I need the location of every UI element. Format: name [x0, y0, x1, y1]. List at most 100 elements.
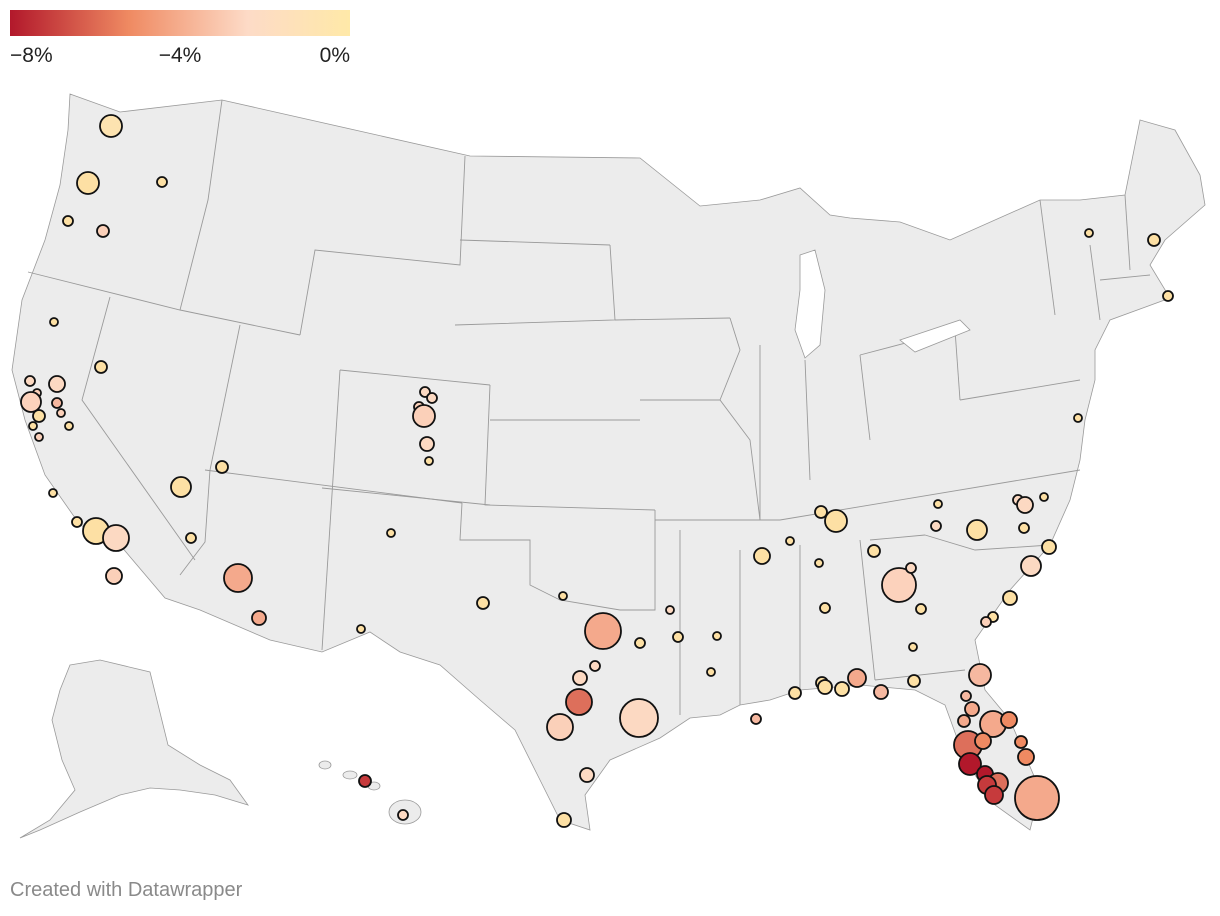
- city-marker[interactable]: [1084, 228, 1094, 238]
- city-marker[interactable]: [814, 505, 828, 519]
- city-marker[interactable]: [847, 668, 867, 688]
- city-marker[interactable]: [426, 392, 438, 404]
- city-marker[interactable]: [546, 713, 574, 741]
- city-marker[interactable]: [873, 684, 889, 700]
- city-marker[interactable]: [785, 536, 795, 546]
- state-borders: [27, 99, 1151, 715]
- city-marker[interactable]: [579, 767, 595, 783]
- city-marker[interactable]: [584, 612, 622, 650]
- city-marker[interactable]: [1014, 775, 1060, 821]
- city-marker[interactable]: [1018, 522, 1030, 534]
- city-marker[interactable]: [412, 404, 436, 428]
- city-marker[interactable]: [1073, 413, 1083, 423]
- city-marker[interactable]: [94, 360, 108, 374]
- city-marker[interactable]: [712, 631, 722, 641]
- city-marker[interactable]: [750, 713, 762, 725]
- contiguous-us-land: [11, 93, 1206, 831]
- city-marker[interactable]: [62, 215, 74, 227]
- city-marker[interactable]: [565, 688, 593, 716]
- city-marker[interactable]: [665, 605, 675, 615]
- city-marker[interactable]: [907, 674, 921, 688]
- city-marker[interactable]: [424, 456, 434, 466]
- city-marker[interactable]: [1017, 748, 1035, 766]
- city-marker[interactable]: [386, 528, 396, 538]
- legend-labels: −8% −4% 0%: [10, 41, 350, 69]
- city-marker[interactable]: [48, 488, 58, 498]
- city-marker[interactable]: [753, 547, 771, 565]
- credit-text: Created with Datawrapper: [10, 879, 243, 901]
- city-marker[interactable]: [96, 224, 110, 238]
- city-marker[interactable]: [706, 667, 716, 677]
- city-marker[interactable]: [572, 670, 588, 686]
- city-marker[interactable]: [619, 698, 659, 738]
- city-marker[interactable]: [223, 563, 253, 593]
- city-marker[interactable]: [156, 176, 168, 188]
- city-marker[interactable]: [76, 171, 100, 195]
- city-marker[interactable]: [476, 596, 490, 610]
- city-marker[interactable]: [966, 519, 988, 541]
- city-marker[interactable]: [32, 409, 46, 423]
- city-marker[interactable]: [817, 679, 833, 695]
- city-marker[interactable]: [1020, 555, 1042, 577]
- city-marker[interactable]: [105, 567, 123, 585]
- city-marker[interactable]: [558, 591, 568, 601]
- city-marker[interactable]: [48, 375, 66, 393]
- city-marker[interactable]: [56, 408, 66, 418]
- city-marker[interactable]: [957, 714, 971, 728]
- city-marker[interactable]: [930, 520, 942, 532]
- hawaii-islands: [318, 760, 422, 825]
- city-marker[interactable]: [788, 686, 802, 700]
- city-marker[interactable]: [49, 317, 59, 327]
- city-marker[interactable]: [824, 509, 848, 533]
- city-marker[interactable]: [20, 391, 42, 413]
- city-marker[interactable]: [1039, 492, 1049, 502]
- city-marker[interactable]: [1041, 539, 1057, 555]
- city-marker[interactable]: [102, 524, 130, 552]
- city-marker[interactable]: [814, 558, 824, 568]
- city-marker[interactable]: [397, 809, 409, 821]
- city-marker[interactable]: [980, 616, 992, 628]
- city-marker[interactable]: [672, 631, 684, 643]
- city-marker[interactable]: [984, 785, 1004, 805]
- city-marker[interactable]: [968, 663, 992, 687]
- city-marker[interactable]: [634, 637, 646, 649]
- city-marker[interactable]: [556, 812, 572, 828]
- city-marker[interactable]: [867, 544, 881, 558]
- city-marker[interactable]: [185, 532, 197, 544]
- city-marker[interactable]: [358, 774, 372, 788]
- city-marker[interactable]: [34, 432, 44, 442]
- city-marker[interactable]: [1000, 711, 1018, 729]
- alaska-land: [19, 659, 250, 839]
- city-marker[interactable]: [64, 421, 74, 431]
- legend-label-max: 0%: [319, 44, 350, 67]
- city-marker[interactable]: [28, 421, 38, 431]
- city-marker[interactable]: [1162, 290, 1174, 302]
- city-marker[interactable]: [71, 516, 83, 528]
- city-marker[interactable]: [1016, 496, 1034, 514]
- legend-label-mid: −4%: [158, 44, 202, 67]
- city-marker[interactable]: [960, 690, 972, 702]
- city-marker[interactable]: [1147, 233, 1161, 247]
- city-marker[interactable]: [964, 701, 980, 717]
- city-marker[interactable]: [819, 602, 831, 614]
- city-marker[interactable]: [419, 436, 435, 452]
- city-marker[interactable]: [958, 752, 982, 776]
- city-marker[interactable]: [1014, 735, 1028, 749]
- color-legend: −8% −4% 0%: [10, 10, 350, 69]
- city-marker[interactable]: [933, 499, 943, 509]
- city-marker[interactable]: [834, 681, 850, 697]
- city-marker[interactable]: [356, 624, 366, 634]
- city-marker[interactable]: [51, 397, 63, 409]
- city-marker[interactable]: [908, 642, 918, 652]
- city-marker[interactable]: [1002, 590, 1018, 606]
- city-marker[interactable]: [24, 375, 36, 387]
- city-marker[interactable]: [215, 460, 229, 474]
- city-marker[interactable]: [589, 660, 601, 672]
- city-marker[interactable]: [881, 567, 917, 603]
- city-marker[interactable]: [251, 610, 267, 626]
- city-marker[interactable]: [170, 476, 192, 498]
- city-marker[interactable]: [915, 603, 927, 615]
- city-marker[interactable]: [974, 732, 992, 750]
- city-marker[interactable]: [99, 114, 123, 138]
- city-marker[interactable]: [905, 562, 917, 574]
